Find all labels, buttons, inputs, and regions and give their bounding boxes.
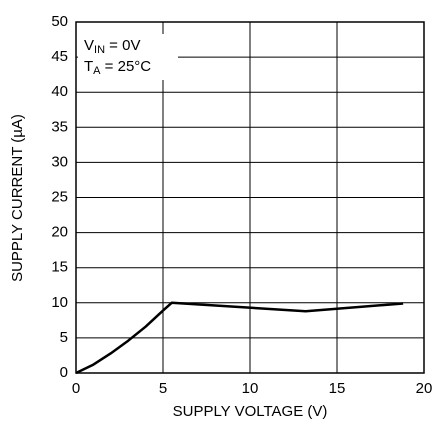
x-tick-label: 20: [416, 380, 433, 397]
y-axis-label: SUPPLY CURRENT (µA): [9, 114, 26, 282]
y-tick-label: 45: [51, 48, 68, 65]
y-tick-label: 40: [51, 83, 68, 100]
y-tick-label: 15: [51, 259, 68, 276]
y-tick-label: 5: [60, 329, 68, 346]
y-tick-label: 10: [51, 294, 68, 311]
annotation-text: = 0V: [105, 37, 140, 54]
x-tick-label: 10: [242, 380, 259, 397]
annotation-text: V: [84, 37, 94, 54]
x-axis-label: SUPPLY VOLTAGE (V): [173, 403, 328, 420]
y-tick-label: 50: [51, 13, 68, 30]
plot-frame: [75, 21, 425, 374]
x-tick-label: 5: [159, 380, 167, 397]
annotation-text: = 25°C: [101, 58, 152, 75]
annotation-text: T: [84, 58, 93, 75]
y-tick-label: 20: [51, 224, 68, 241]
y-tick-label: 30: [51, 153, 68, 170]
annotation-subscript: IN: [94, 44, 105, 56]
annotation: TA = 25°C: [84, 58, 151, 77]
data-line: [75, 301, 404, 375]
annotation-subscript: A: [93, 65, 101, 77]
y-tick-label: 25: [51, 188, 68, 205]
y-tick-label: 35: [51, 118, 68, 135]
x-tick-label: 15: [329, 380, 346, 397]
annotation-background: [78, 34, 178, 80]
annotation: VIN = 0V: [84, 37, 140, 56]
x-tick-label: 0: [72, 380, 80, 397]
y-tick-label: 0: [60, 364, 68, 381]
